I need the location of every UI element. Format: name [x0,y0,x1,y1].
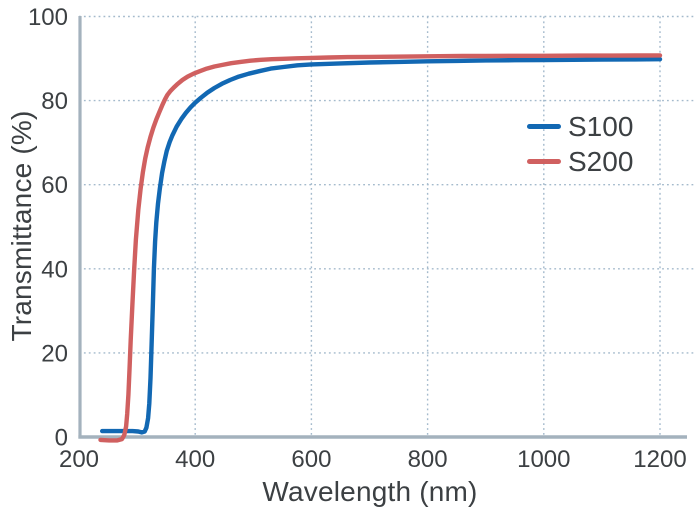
legend-label-s100: S100 [568,110,634,142]
legend-swatch-s100 [527,124,561,129]
gridlines [79,15,694,437]
y-tick-label: 20 [41,340,68,367]
legend-swatch-s200 [527,159,561,164]
series-line-s100 [100,57,663,435]
x-tick-label: 200 [59,446,99,473]
legend-item-s100: S100 [527,109,633,144]
y-tick-label: 100 [28,4,68,31]
x-tick-label: 1200 [633,446,686,473]
x-tick-label: 1000 [517,446,570,473]
y-tick-label: 60 [41,172,68,199]
y-tick-label: 80 [41,88,68,115]
legend-label-s200: S200 [568,145,634,177]
legend: S100 S200 [527,109,633,179]
y-axis-title: Transmittance (%) [6,110,37,342]
series-line-s200 [98,53,663,443]
x-tick-label: 800 [408,446,448,473]
y-tick-label: 0 [55,425,68,452]
legend-item-s200: S200 [527,144,633,179]
x-tick-label: 600 [291,446,331,473]
x-tick-label: 400 [175,446,215,473]
tick-labels: 0 20 40 60 80 100 200 400 600 800 1000 1200 [28,4,687,473]
x-axis-title: Wavelength (nm) [262,476,478,507]
y-tick-label: 40 [41,256,68,283]
